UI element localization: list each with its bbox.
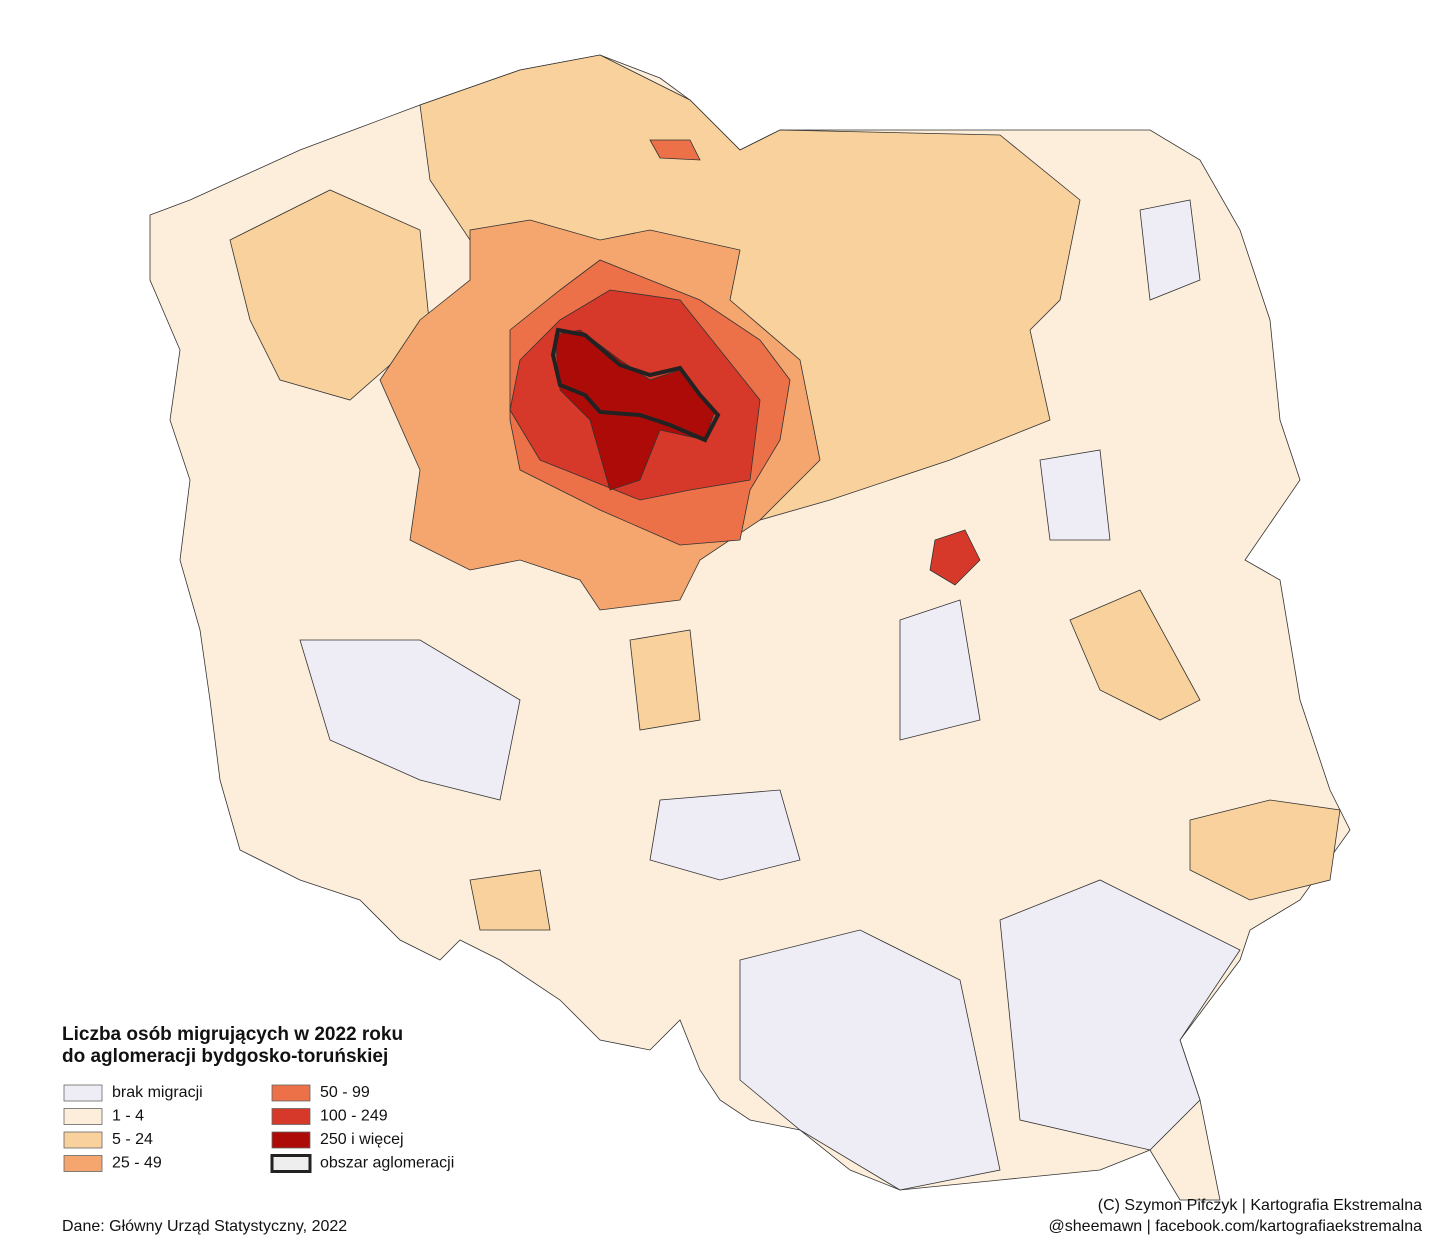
region — [1069, 589, 1201, 721]
legend-swatch — [270, 1154, 312, 1173]
region — [899, 599, 981, 741]
region — [1039, 449, 1111, 541]
legend-label: 1 - 4 — [112, 1108, 144, 1125]
map-regions — [149, 54, 1351, 1201]
legend-swatch — [271, 1131, 311, 1149]
region — [1139, 199, 1201, 301]
legend-swatch — [63, 1131, 103, 1149]
legend-label: 100 - 249 — [320, 1108, 388, 1125]
region — [739, 929, 1001, 1191]
legend-swatch — [63, 1084, 103, 1102]
author: (C) Szymon Pifczyk | Kartografia Ekstrem… — [1098, 1197, 1422, 1214]
region — [469, 869, 551, 931]
legend-label: 250 i więcej — [320, 1131, 404, 1148]
region — [629, 629, 701, 731]
legend-label: brak migracji — [112, 1084, 203, 1101]
region — [299, 639, 521, 801]
legend-label: obszar aglomeracji — [320, 1155, 454, 1172]
agglomeration-outline — [550, 327, 721, 443]
region — [929, 529, 981, 586]
region — [649, 789, 801, 881]
region — [1189, 799, 1341, 901]
legend-swatch — [63, 1108, 103, 1125]
legend-label: 5 - 24 — [112, 1131, 153, 1148]
source: Dane: Główny Urząd Statystyczny, 2022 — [62, 1218, 347, 1235]
region — [999, 879, 1241, 1151]
legend-label: 25 - 49 — [112, 1155, 162, 1172]
region — [649, 139, 701, 161]
legend-swatch — [63, 1155, 103, 1172]
legend-swatch — [271, 1084, 311, 1102]
legend-title: Liczba osób migrujących w 2022 roku — [62, 1024, 403, 1045]
legend-swatch — [271, 1108, 311, 1125]
legend-title: do aglomeracji bydgosko-toruńskiej — [62, 1046, 388, 1067]
legend-label: 50 - 99 — [320, 1084, 370, 1101]
social: @sheemawn | facebook.com/kartografiaekst… — [1049, 1218, 1423, 1235]
legend: Liczba osób migrujących w 2022 roku do a… — [62, 1024, 454, 1173]
